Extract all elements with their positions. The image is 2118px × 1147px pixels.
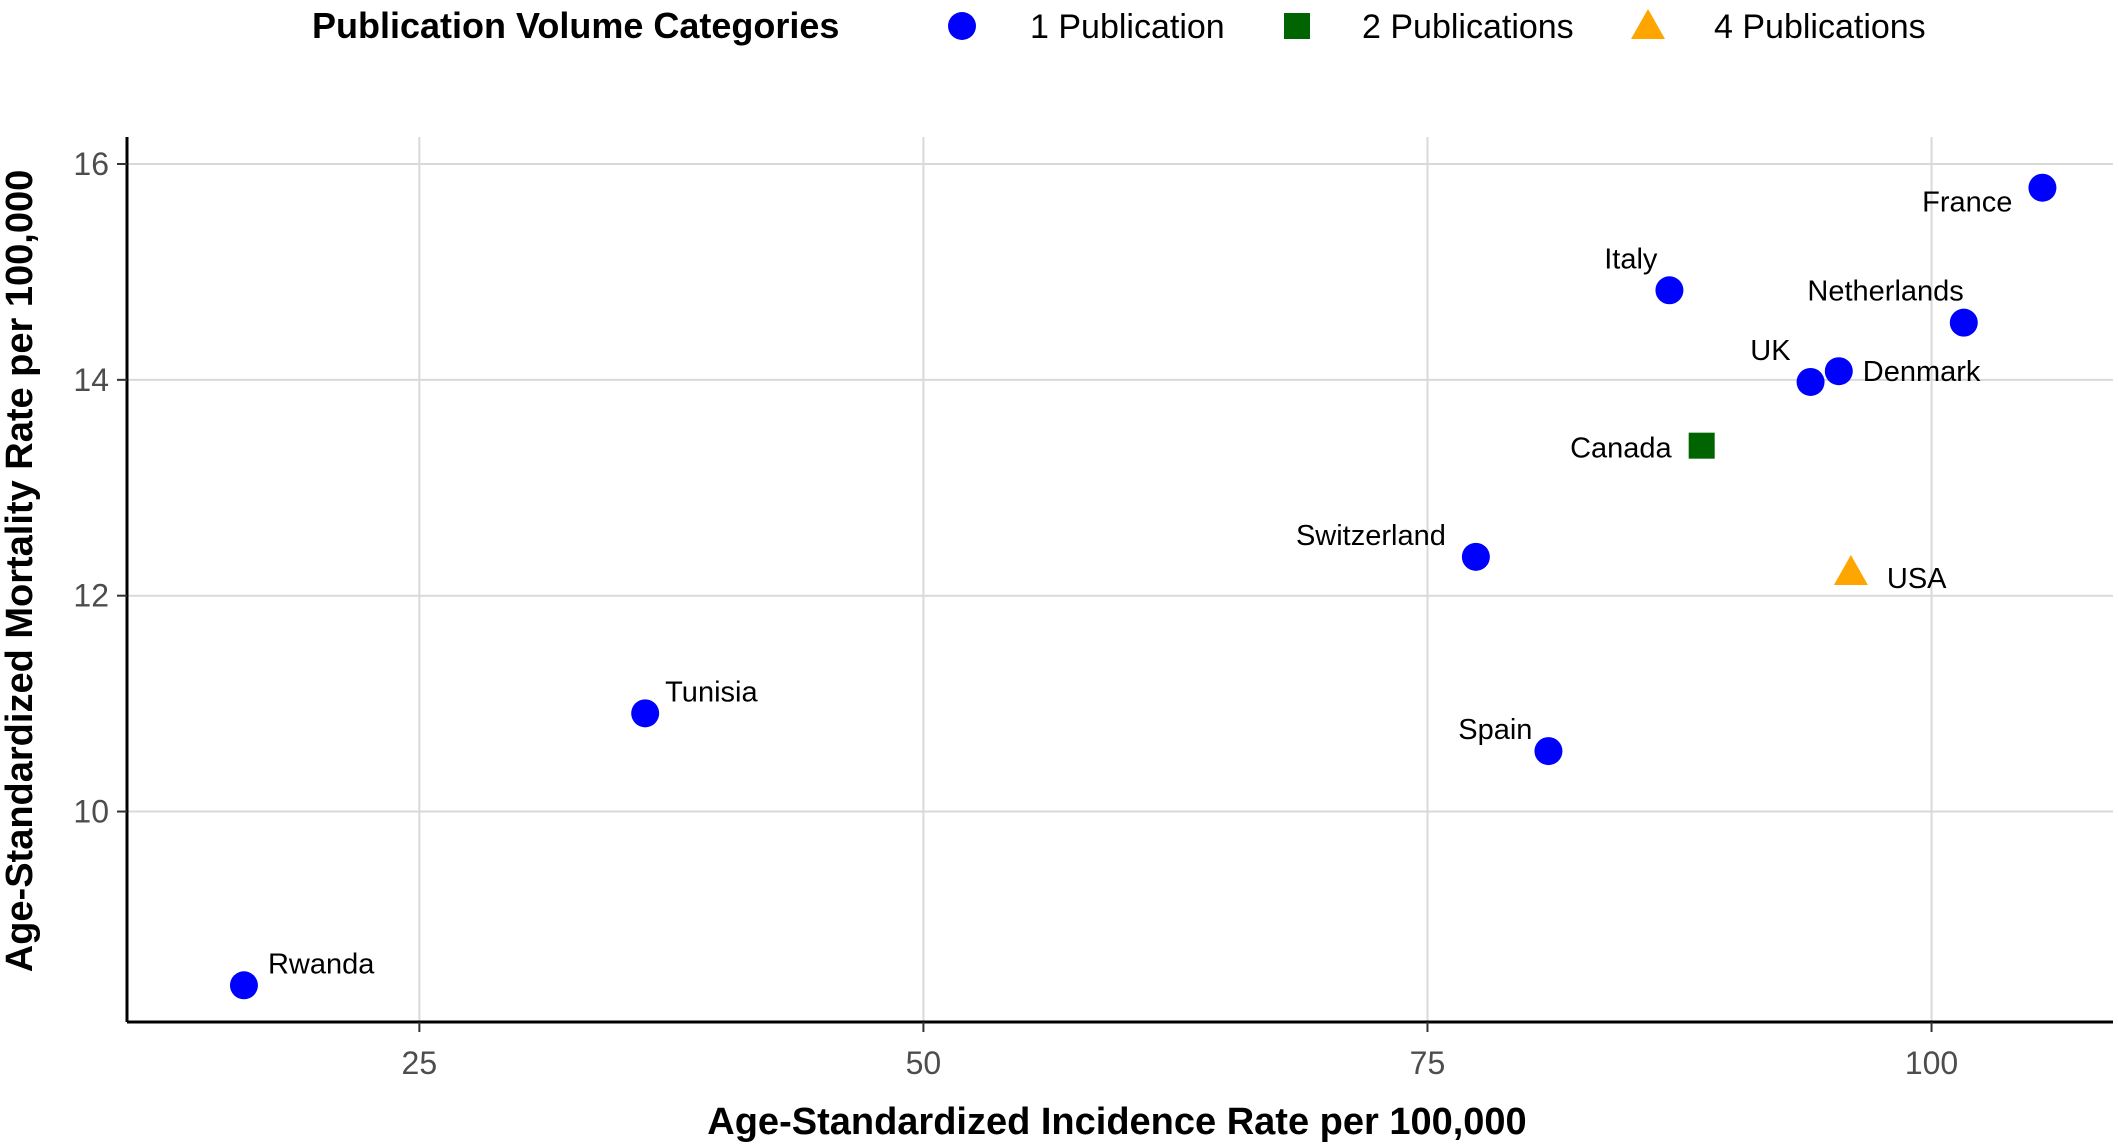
legend-key-triangle: [1631, 9, 1665, 39]
legend-label: 1 Publication: [1030, 8, 1225, 46]
x-tick-label: 100: [1905, 1045, 1958, 1081]
point-label-rwanda: Rwanda: [268, 948, 375, 980]
data-point-usa: [1833, 554, 1868, 585]
grid: [127, 137, 2113, 1022]
point-label-netherlands: Netherlands: [1807, 276, 1963, 308]
y-axis-title: Age-Standardized Mortality Rate per 100,…: [0, 170, 41, 972]
x-tick-label: 50: [906, 1045, 942, 1081]
legend-title: Publication Volume Categories: [312, 5, 839, 46]
y-tick-label: 16: [73, 146, 109, 182]
point-label-switzerland: Switzerland: [1296, 520, 1446, 552]
data-point-france: [2028, 173, 2057, 202]
point-label-spain: Spain: [1458, 714, 1532, 746]
data-point-italy: [1655, 276, 1684, 305]
point-label-canada: Canada: [1570, 433, 1672, 465]
y-tick-label: 14: [73, 362, 109, 398]
point-label-denmark: Denmark: [1863, 356, 1981, 388]
data-point-denmark: [1824, 357, 1853, 386]
x-tick-label: 25: [402, 1045, 438, 1081]
y-tick-label: 12: [73, 578, 109, 614]
data-point-uk: [1796, 367, 1825, 396]
legend-label: 2 Publications: [1362, 8, 1574, 46]
point-label-tunisia: Tunisia: [665, 676, 758, 708]
data-point-netherlands: [1949, 308, 1978, 337]
data-points: [229, 173, 2057, 1000]
legend-key-square: [1284, 13, 1310, 39]
data-point-rwanda: [229, 971, 258, 1000]
point-label-italy: Italy: [1604, 243, 1658, 275]
legend-label: 4 Publications: [1714, 8, 1926, 46]
point-labels: France Italy Netherlands UK Denmark Canada Swi…: [268, 187, 2012, 981]
legend-key-circle: [948, 12, 976, 40]
data-point-switzerland: [1461, 542, 1490, 571]
x-tick-label: 75: [1410, 1045, 1446, 1081]
data-point-spain: [1534, 737, 1563, 766]
legend: Publication Volume Categories 1 Publicat…: [312, 5, 1926, 46]
point-label-usa: USA: [1887, 563, 1947, 595]
point-label-france: France: [1922, 187, 2012, 219]
x-axis-title: Age-Standardized Incidence Rate per 100,…: [707, 1101, 1526, 1143]
y-tick-label: 10: [73, 794, 109, 830]
data-point-canada: [1688, 432, 1715, 459]
axes: 25 50 75 100 10 12 14 16: [73, 137, 2113, 1081]
point-label-uk: UK: [1750, 335, 1791, 367]
data-point-tunisia: [631, 699, 660, 728]
